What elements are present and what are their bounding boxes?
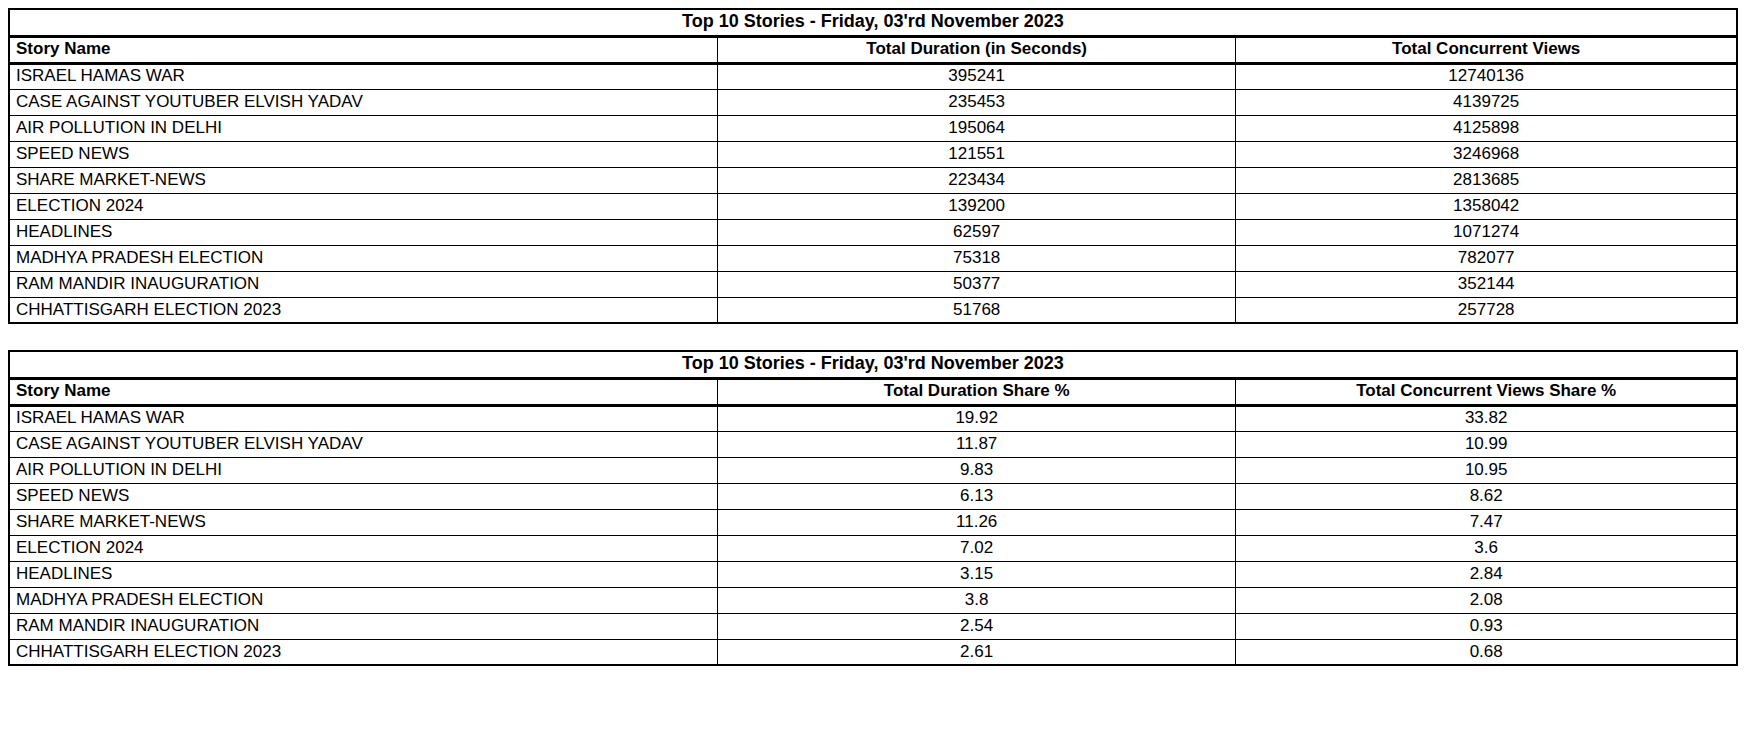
story-name-cell: HEADLINES [9, 561, 717, 587]
story-name-cell: RAM MANDIR INAUGURATION [9, 613, 717, 639]
value-cell: 257728 [1236, 297, 1737, 323]
value-cell: 3.15 [717, 561, 1235, 587]
table-row: SHARE MARKET-NEWS11.267.47 [9, 509, 1737, 535]
value-cell: 223434 [717, 167, 1235, 193]
value-cell: 3.6 [1236, 535, 1737, 561]
table-row: ISRAEL HAMAS WAR19.9233.82 [9, 405, 1737, 431]
value-cell: 0.68 [1236, 639, 1737, 665]
story-name-cell: SPEED NEWS [9, 483, 717, 509]
value-cell: 1358042 [1236, 193, 1737, 219]
table-title-row: Top 10 Stories - Friday, 03'rd November … [9, 9, 1737, 36]
story-name-cell: ELECTION 2024 [9, 193, 717, 219]
table-title: Top 10 Stories - Friday, 03'rd November … [9, 351, 1737, 378]
value-cell: 6.13 [717, 483, 1235, 509]
table-row: CHHATTISGARH ELECTION 202351768257728 [9, 297, 1737, 323]
table-row: SPEED NEWS1215513246968 [9, 141, 1737, 167]
table-body: ISRAEL HAMAS WAR39524112740136CASE AGAIN… [9, 63, 1737, 323]
table-row: AIR POLLUTION IN DELHI1950644125898 [9, 115, 1737, 141]
value-cell: 50377 [717, 271, 1235, 297]
table-row: RAM MANDIR INAUGURATION2.540.93 [9, 613, 1737, 639]
value-cell: 0.93 [1236, 613, 1737, 639]
table-row: CASE AGAINST YOUTUBER ELVISH YADAV11.871… [9, 431, 1737, 457]
column-header-total-duration: Total Duration (in Seconds) [717, 36, 1235, 63]
table-row: SPEED NEWS6.138.62 [9, 483, 1737, 509]
story-name-cell: SHARE MARKET-NEWS [9, 167, 717, 193]
story-name-cell: AIR POLLUTION IN DELHI [9, 115, 717, 141]
value-cell: 7.02 [717, 535, 1235, 561]
story-name-cell: ISRAEL HAMAS WAR [9, 63, 717, 89]
value-cell: 782077 [1236, 245, 1737, 271]
spreadsheet-page: Top 10 Stories - Friday, 03'rd November … [0, 0, 1746, 742]
top-stories-values-table: Top 10 Stories - Friday, 03'rd November … [8, 8, 1738, 324]
column-header-story-name: Story Name [9, 378, 717, 405]
table-title: Top 10 Stories - Friday, 03'rd November … [9, 9, 1737, 36]
table-row: AIR POLLUTION IN DELHI9.8310.95 [9, 457, 1737, 483]
story-name-cell: CASE AGAINST YOUTUBER ELVISH YADAV [9, 431, 717, 457]
table-header-row: Story Name Total Duration (in Seconds) T… [9, 36, 1737, 63]
story-name-cell: SPEED NEWS [9, 141, 717, 167]
value-cell: 7.47 [1236, 509, 1737, 535]
value-cell: 11.26 [717, 509, 1235, 535]
table-row: MADHYA PRADESH ELECTION3.82.08 [9, 587, 1737, 613]
story-name-cell: CHHATTISGARH ELECTION 2023 [9, 297, 717, 323]
table-row: ISRAEL HAMAS WAR39524112740136 [9, 63, 1737, 89]
value-cell: 2813685 [1236, 167, 1737, 193]
table-row: CHHATTISGARH ELECTION 20232.610.68 [9, 639, 1737, 665]
value-cell: 3246968 [1236, 141, 1737, 167]
column-header-concurrent-views-share: Total Concurrent Views Share % [1236, 378, 1737, 405]
story-name-cell: RAM MANDIR INAUGURATION [9, 271, 717, 297]
table-header-row: Story Name Total Duration Share % Total … [9, 378, 1737, 405]
table-row: MADHYA PRADESH ELECTION75318782077 [9, 245, 1737, 271]
value-cell: 10.99 [1236, 431, 1737, 457]
value-cell: 10.95 [1236, 457, 1737, 483]
value-cell: 33.82 [1236, 405, 1737, 431]
value-cell: 2.08 [1236, 587, 1737, 613]
story-name-cell: ELECTION 2024 [9, 535, 717, 561]
value-cell: 8.62 [1236, 483, 1737, 509]
table-row: HEADLINES3.152.84 [9, 561, 1737, 587]
story-name-cell: MADHYA PRADESH ELECTION [9, 245, 717, 271]
table-row: ELECTION 20241392001358042 [9, 193, 1737, 219]
table-row: RAM MANDIR INAUGURATION50377352144 [9, 271, 1737, 297]
table-row: CASE AGAINST YOUTUBER ELVISH YADAV235453… [9, 89, 1737, 115]
story-name-cell: ISRAEL HAMAS WAR [9, 405, 717, 431]
value-cell: 139200 [717, 193, 1235, 219]
value-cell: 235453 [717, 89, 1235, 115]
value-cell: 4125898 [1236, 115, 1737, 141]
value-cell: 195064 [717, 115, 1235, 141]
story-name-cell: HEADLINES [9, 219, 717, 245]
value-cell: 11.87 [717, 431, 1235, 457]
story-name-cell: CASE AGAINST YOUTUBER ELVISH YADAV [9, 89, 717, 115]
value-cell: 352144 [1236, 271, 1737, 297]
column-header-duration-share: Total Duration Share % [717, 378, 1235, 405]
top-stories-share-table: Top 10 Stories - Friday, 03'rd November … [8, 350, 1738, 666]
story-name-cell: CHHATTISGARH ELECTION 2023 [9, 639, 717, 665]
value-cell: 19.92 [717, 405, 1235, 431]
column-header-story-name: Story Name [9, 36, 717, 63]
value-cell: 3.8 [717, 587, 1235, 613]
value-cell: 62597 [717, 219, 1235, 245]
table-body: ISRAEL HAMAS WAR19.9233.82CASE AGAINST Y… [9, 405, 1737, 665]
story-name-cell: SHARE MARKET-NEWS [9, 509, 717, 535]
value-cell: 395241 [717, 63, 1235, 89]
value-cell: 12740136 [1236, 63, 1737, 89]
table-row: ELECTION 20247.023.6 [9, 535, 1737, 561]
value-cell: 51768 [717, 297, 1235, 323]
value-cell: 75318 [717, 245, 1235, 271]
value-cell: 4139725 [1236, 89, 1737, 115]
value-cell: 2.61 [717, 639, 1235, 665]
value-cell: 121551 [717, 141, 1235, 167]
table-row: HEADLINES625971071274 [9, 219, 1737, 245]
table-title-row: Top 10 Stories - Friday, 03'rd November … [9, 351, 1737, 378]
value-cell: 2.84 [1236, 561, 1737, 587]
value-cell: 9.83 [717, 457, 1235, 483]
story-name-cell: AIR POLLUTION IN DELHI [9, 457, 717, 483]
table-gap [8, 324, 1738, 350]
column-header-total-concurrent-views: Total Concurrent Views [1236, 36, 1737, 63]
value-cell: 1071274 [1236, 219, 1737, 245]
table-row: SHARE MARKET-NEWS2234342813685 [9, 167, 1737, 193]
value-cell: 2.54 [717, 613, 1235, 639]
story-name-cell: MADHYA PRADESH ELECTION [9, 587, 717, 613]
